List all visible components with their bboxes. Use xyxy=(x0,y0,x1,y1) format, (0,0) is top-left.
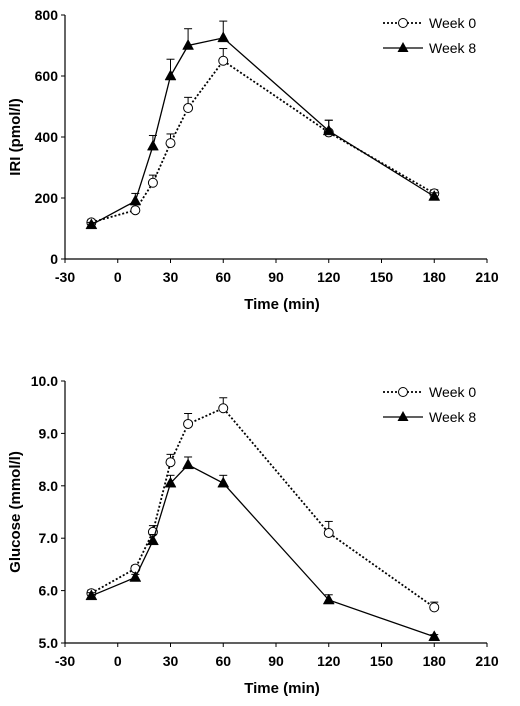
legend: Week 0 Week 8 xyxy=(383,384,476,425)
series-week-8 xyxy=(85,456,441,641)
x-tick-label: 90 xyxy=(268,653,284,669)
chart-1: -30 0 30 60 90 120 150 180 210 0 200 400 600 800 Time … xyxy=(7,7,499,313)
data-point-circle xyxy=(165,457,176,468)
x-tick-label: -30 xyxy=(55,269,75,285)
y-axis-title: IRI (pmol/l) xyxy=(7,98,24,176)
data-point-circle xyxy=(183,418,194,429)
x-tick-label: 60 xyxy=(215,653,231,669)
x-tick-label: 210 xyxy=(475,269,499,285)
data-point-triangle xyxy=(217,476,230,488)
data-point-triangle xyxy=(182,458,195,470)
data-point-triangle xyxy=(322,124,335,136)
chart-2: -30 0 30 60 90 120 150 180 210 5.0 6.0 7.0 8.0 9.0 10.… xyxy=(7,373,499,697)
data-point-triangle xyxy=(164,476,177,488)
data-point-circle xyxy=(323,527,334,538)
data-point-triangle xyxy=(428,630,441,641)
y-tick-label: 8.0 xyxy=(39,478,59,494)
x-tick-label: 150 xyxy=(370,653,394,669)
legend-label: Week 8 xyxy=(429,409,476,425)
y-tick-label: 7.0 xyxy=(39,530,59,546)
legend-marker-circle xyxy=(398,18,408,28)
x-tick-label: 150 xyxy=(370,269,394,285)
x-tick-label: 120 xyxy=(317,269,341,285)
data-point-triangle xyxy=(322,593,335,605)
x-tick-label: 30 xyxy=(163,269,179,285)
data-point-circle xyxy=(130,205,141,216)
data-point-circle xyxy=(429,602,440,613)
series-line xyxy=(91,59,435,224)
y-axis-title: Glucose (mmol/l) xyxy=(7,451,24,573)
y-tick-label: 400 xyxy=(35,129,59,145)
series-week-8 xyxy=(85,20,441,230)
data-point-triangle xyxy=(146,139,159,151)
data-point-triangle xyxy=(164,69,177,81)
x-tick-label: -30 xyxy=(55,653,75,669)
x-tick-label: 60 xyxy=(215,269,231,285)
x-axis-title: Time (min) xyxy=(244,680,320,697)
data-point-triangle xyxy=(129,194,142,206)
y-tick-label: 800 xyxy=(35,7,59,23)
data-point-circle xyxy=(218,55,229,66)
data-point-circle xyxy=(183,103,194,114)
series-line xyxy=(90,407,435,609)
data-point-triangle xyxy=(146,534,159,546)
x-tick-label: 0 xyxy=(114,269,122,285)
y-tick-label: 6.0 xyxy=(39,583,59,599)
x-tick-label: 210 xyxy=(475,653,499,669)
data-point-triangle xyxy=(129,570,142,582)
x-tick-label: 30 xyxy=(163,653,179,669)
data-point-circle xyxy=(147,177,158,188)
legend-marker-triangle xyxy=(397,411,409,421)
series-line xyxy=(91,37,435,226)
y-tick-label: 9.0 xyxy=(39,425,59,441)
y-tick-label: 200 xyxy=(35,190,59,206)
legend-label: Week 0 xyxy=(429,384,476,400)
legend: Week 0 Week 8 xyxy=(383,15,476,56)
series-line xyxy=(91,463,435,638)
data-point-triangle xyxy=(428,189,441,201)
x-tick-label: 180 xyxy=(423,269,447,285)
data-point-triangle xyxy=(85,589,98,601)
legend-marker-circle xyxy=(398,387,408,397)
x-tick-label: 180 xyxy=(423,653,447,669)
x-tick-label: 0 xyxy=(114,653,122,669)
series-week-0 xyxy=(86,397,440,613)
data-point-triangle xyxy=(85,218,98,230)
y-tick-label: 5.0 xyxy=(39,635,59,651)
data-point-triangle xyxy=(182,38,195,50)
y-tick-label: 10.0 xyxy=(31,373,58,389)
data-point-triangle xyxy=(217,31,230,43)
series-week-0 xyxy=(86,48,440,228)
legend-label: Week 0 xyxy=(429,15,476,31)
data-point-circle xyxy=(218,403,229,414)
y-tick-label: 600 xyxy=(35,68,59,84)
y-tick-label: 0 xyxy=(50,251,58,267)
legend-marker-triangle xyxy=(397,42,409,52)
x-tick-label: 90 xyxy=(268,269,284,285)
legend-label: Week 8 xyxy=(429,40,476,56)
x-tick-label: 120 xyxy=(317,653,341,669)
x-axis-title: Time (min) xyxy=(244,296,320,313)
data-point-circle xyxy=(165,138,176,149)
